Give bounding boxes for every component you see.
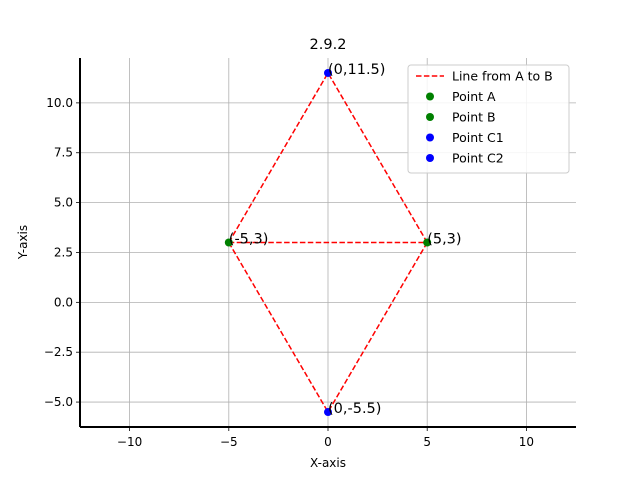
- legend-entry-label: Point C1: [452, 130, 504, 145]
- x-tick-label: 5: [423, 435, 431, 449]
- data-point: [423, 238, 432, 247]
- chart-title: 2.9.2: [310, 37, 347, 53]
- y-axis-label: Y-axis: [16, 225, 30, 260]
- y-tick-label: −2.5: [44, 345, 73, 359]
- legend-box: [407, 64, 570, 174]
- x-tick-label: −10: [117, 435, 142, 449]
- y-tick-label: 5.0: [54, 196, 73, 210]
- point-annotation: (0,11.5): [328, 62, 385, 78]
- legend-entry-label: Line from A to B: [452, 69, 553, 84]
- y-tick-label: −5.0: [44, 395, 73, 409]
- legend-entry-label: Point A: [452, 89, 496, 104]
- dashed-segment: [327, 72, 428, 243]
- legend: Line from A to B Point A Point B Point C1 Po…: [407, 64, 570, 174]
- x-axis-label: X-axis: [310, 456, 346, 470]
- x-tick-label: 0: [324, 435, 332, 449]
- data-point: [324, 408, 332, 417]
- data-point: [224, 238, 233, 247]
- x-tick-label: 10: [519, 435, 534, 449]
- y-tick-label: 0.0: [54, 295, 73, 309]
- legend-entry-label: Point B: [452, 110, 496, 125]
- legend-marker-swatch: [426, 154, 434, 162]
- dashed-segment: [228, 72, 329, 243]
- point-annotation: (-5,3): [229, 232, 269, 248]
- annotations-layer: (-5,3) (5,3) (0,11.5) (0,-5.5): [229, 62, 462, 417]
- lines-layer: [228, 72, 428, 413]
- y-tick-label: 2.5: [54, 245, 73, 259]
- points-layer: [224, 68, 432, 417]
- y-tick-label: 7.5: [54, 146, 73, 160]
- ticks-layer: −10 −5 0 5 10 −5.0 −2.5 0.0 2.5 5.0 7.5 10.0: [44, 96, 534, 449]
- legend-marker-swatch: [426, 113, 434, 121]
- dashed-segment: [228, 242, 329, 413]
- point-annotation: (5,3): [427, 232, 461, 248]
- y-tick-label: 10.0: [46, 96, 73, 110]
- point-annotation: (0,-5.5): [328, 401, 381, 417]
- legend-marker-swatch: [426, 133, 434, 142]
- legend-marker-swatch: [426, 92, 434, 101]
- legend-entry-label: Point C2: [452, 151, 504, 166]
- dashed-segment: [327, 242, 428, 413]
- x-tick-label: −5: [220, 435, 238, 449]
- data-point: [324, 68, 332, 77]
